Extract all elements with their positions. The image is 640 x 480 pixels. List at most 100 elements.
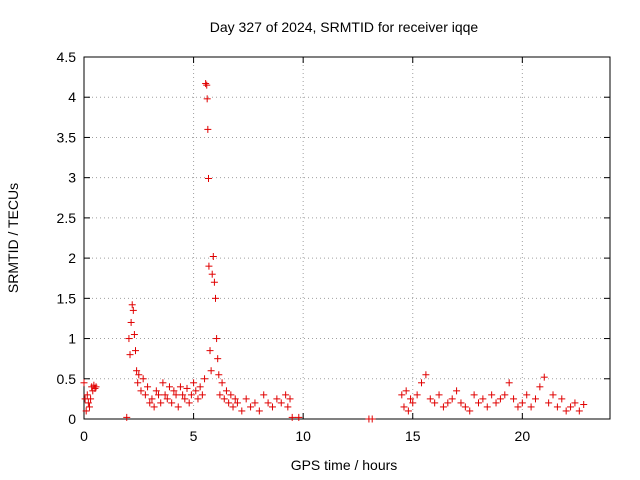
data-point (225, 399, 233, 407)
x-tick-label: 20 (515, 428, 531, 444)
data-point (127, 318, 135, 326)
y-tick-label: 3.5 (57, 129, 77, 145)
data-point (179, 391, 187, 399)
data-point (580, 401, 588, 409)
y-tick-label: 2.5 (57, 210, 77, 226)
data-point (518, 399, 526, 407)
data-point (282, 391, 290, 399)
data-point (558, 395, 566, 403)
data-point (187, 391, 195, 399)
data-point (527, 403, 535, 411)
grid-layer (84, 57, 610, 419)
y-tick-label: 1.5 (57, 290, 77, 306)
data-point (205, 262, 213, 270)
data-point (133, 367, 141, 375)
data-point (222, 387, 230, 395)
data-point (571, 399, 579, 407)
data-point (422, 371, 430, 379)
data-point (426, 395, 434, 403)
data-point (183, 384, 191, 392)
data-point (139, 375, 147, 383)
data-point (496, 395, 504, 403)
data-point (407, 395, 415, 403)
y-tick-label: 4.5 (57, 49, 77, 65)
data-point (457, 399, 465, 407)
data-point (233, 399, 241, 407)
data-point (144, 383, 152, 391)
x-tick-label: 15 (405, 428, 421, 444)
data-point (575, 407, 583, 415)
data-point (208, 270, 216, 278)
point-layer (80, 80, 588, 423)
data-point (125, 335, 133, 343)
data-point (155, 391, 163, 399)
data-point (135, 371, 143, 379)
data-point (148, 395, 156, 403)
data-point (284, 403, 292, 411)
data-point (536, 383, 544, 391)
data-point (157, 399, 165, 407)
data-point (176, 383, 184, 391)
data-point (83, 391, 91, 399)
data-point (163, 395, 171, 403)
data-point (204, 125, 212, 133)
data-point (409, 399, 417, 407)
data-point (531, 395, 539, 403)
data-point (553, 403, 561, 411)
data-point (431, 399, 439, 407)
data-point (260, 391, 268, 399)
data-point (174, 403, 182, 411)
data-point (567, 403, 575, 411)
data-point (185, 399, 193, 407)
data-point (132, 347, 140, 355)
data-point (207, 367, 215, 375)
data-point (181, 395, 189, 403)
data-point (84, 399, 92, 407)
data-point (540, 373, 548, 381)
data-point (201, 375, 209, 383)
data-point (286, 395, 294, 403)
data-point (413, 391, 421, 399)
data-point (461, 403, 469, 411)
plot-frame (83, 56, 611, 420)
data-point (492, 399, 500, 407)
data-point (134, 379, 142, 387)
data-point (444, 399, 452, 407)
data-point (218, 379, 226, 387)
data-point (196, 383, 204, 391)
data-point (216, 391, 224, 399)
data-point (209, 253, 217, 261)
data-point (150, 403, 158, 411)
data-point (418, 379, 426, 387)
data-point (198, 391, 206, 399)
data-point (210, 278, 218, 286)
data-point (161, 391, 169, 399)
data-point (247, 403, 255, 411)
data-point (92, 383, 100, 391)
x-axis-label: GPS time / hours (291, 457, 398, 473)
data-point (227, 391, 235, 399)
data-point (159, 379, 167, 387)
data-point (194, 395, 202, 403)
tick-layer: 0 0.5 1 1.5 2 2.5 3 3.5 4 4.5 0 5 10 15 20 (57, 49, 610, 444)
data-point (273, 395, 281, 403)
data-point (545, 399, 553, 407)
data-point (202, 80, 210, 88)
x-tick-label: 10 (295, 428, 311, 444)
data-point (488, 391, 496, 399)
data-point (277, 399, 285, 407)
data-point (82, 407, 90, 415)
data-point (242, 395, 250, 403)
data-point (264, 399, 272, 407)
data-point (146, 399, 154, 407)
data-point (129, 306, 137, 314)
data-point (204, 174, 212, 182)
data-point (483, 403, 491, 411)
data-point (220, 395, 228, 403)
data-point (87, 395, 95, 403)
data-point (448, 395, 456, 403)
data-point (80, 379, 88, 387)
y-axis-label: SRMTID / TECUs (5, 183, 21, 293)
data-point (523, 391, 531, 399)
